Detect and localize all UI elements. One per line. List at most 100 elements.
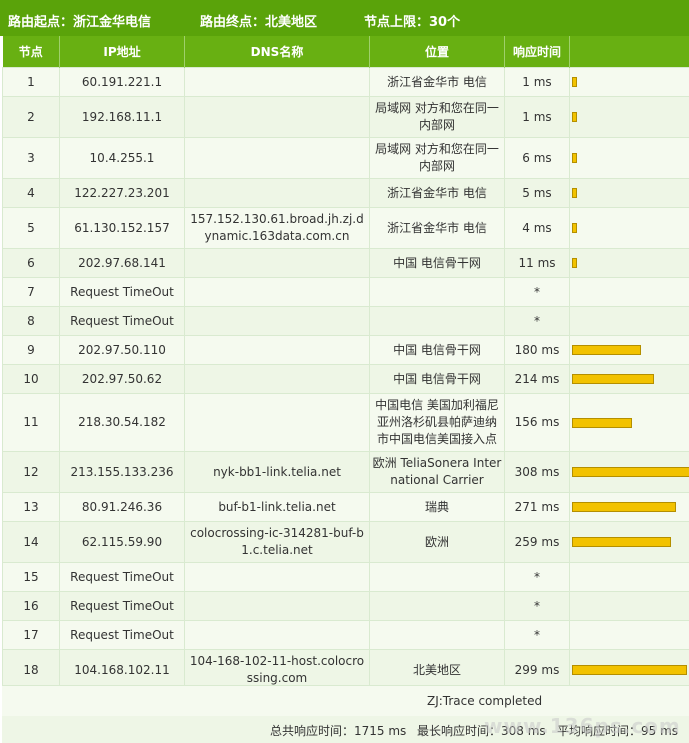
hop-time: 5 ms	[504, 178, 570, 208]
hop-bar-cell	[569, 620, 689, 650]
hop-node: 2	[2, 96, 60, 138]
hop-location: 北美地区	[369, 649, 505, 691]
hop-time: *	[504, 591, 570, 621]
hop-location: 中国 电信骨干网	[369, 364, 505, 394]
hop-time: 271 ms	[504, 492, 570, 522]
hop-ip: Request TimeOut	[59, 591, 185, 621]
hop-dns	[184, 393, 370, 452]
hop-bar-cell	[569, 335, 689, 365]
hop-location	[369, 591, 505, 621]
hop-dns: buf-b1-link.telia.net	[184, 492, 370, 522]
table-row: 5 61.130.152.157 157.152.130.61.broad.jh.z…	[2, 207, 689, 249]
response-time-bar	[572, 112, 577, 122]
hop-dns	[184, 620, 370, 650]
hop-time: 299 ms	[504, 649, 570, 691]
route-end: 路由终点：北美地区	[200, 15, 318, 30]
table-row: 8 Request TimeOut *	[2, 306, 689, 336]
hop-bar-cell	[569, 207, 689, 249]
hop-node: 3	[2, 137, 60, 179]
hop-location	[369, 562, 505, 592]
hop-dns	[184, 248, 370, 278]
table-row: 2 192.168.11.1 局域网 对方和您在同一内部网 1 ms	[2, 96, 689, 138]
hop-time: *	[504, 620, 570, 650]
response-time-bar	[572, 345, 641, 355]
header-node: 节点	[2, 36, 60, 68]
hop-bar-cell	[569, 67, 689, 97]
header-time: 响应时间	[504, 36, 570, 68]
hop-time: 1 ms	[504, 67, 570, 97]
hop-dns	[184, 306, 370, 336]
hop-dns	[184, 67, 370, 97]
hop-bar-cell	[569, 492, 689, 522]
hop-bar-cell	[569, 521, 689, 563]
table-row: 4 122.227.23.201 浙江省金华市 电信 5 ms	[2, 178, 689, 208]
hop-dns: colocrossing-ic-314281-buf-b1.c.telia.ne…	[184, 521, 370, 563]
hop-time: 11 ms	[504, 248, 570, 278]
max-time: 最长响应时间：308 ms	[417, 724, 546, 738]
hop-list: 1 60.191.221.1 浙江省金华市 电信 1 ms 2 192.168.11.1 局…	[2, 67, 689, 691]
table-row: 12 213.155.133.236 nyk-bb1-link.telia.net 欧…	[2, 451, 689, 493]
response-time-bar	[572, 665, 687, 675]
header-dns: DNS名称	[184, 36, 370, 68]
response-time-bar	[572, 537, 671, 547]
hop-node: 15	[2, 562, 60, 592]
response-time-bar	[572, 153, 577, 163]
response-time-bar	[572, 467, 689, 477]
hop-node: 7	[2, 277, 60, 307]
hop-bar-cell	[569, 96, 689, 138]
hop-dns: 157.152.130.61.broad.jh.zj.dynamic.163da…	[184, 207, 370, 249]
hop-bar-cell	[569, 248, 689, 278]
trace-complete-text: ZJ:Trace completed	[427, 694, 543, 708]
hop-location: 浙江省金华市 电信	[369, 178, 505, 208]
hop-time: *	[504, 277, 570, 307]
hop-time: 156 ms	[504, 393, 570, 452]
response-time-bar	[572, 417, 632, 428]
hop-node: 12	[2, 451, 60, 493]
hop-ip: 192.168.11.1	[59, 96, 185, 138]
hop-node: 16	[2, 591, 60, 621]
table-row: 3 10.4.255.1 局域网 对方和您在同一内部网 6 ms	[2, 137, 689, 179]
hop-node: 6	[2, 248, 60, 278]
table-row: 18 104.168.102.11 104-168-102-11-host.colo…	[2, 649, 689, 691]
table-row: 11 218.30.54.182 中国电信 美国加利福尼亚州洛杉矶县帕萨迪纳市中国电…	[2, 393, 689, 452]
hop-location: 局域网 对方和您在同一内部网	[369, 137, 505, 179]
hop-dns	[184, 591, 370, 621]
hop-bar-cell	[569, 137, 689, 179]
hop-ip: 10.4.255.1	[59, 137, 185, 179]
watermark: www.136ps.com	[484, 714, 681, 738]
hop-node: 10	[2, 364, 60, 394]
hop-location	[369, 306, 505, 336]
hop-ip: 122.227.23.201	[59, 178, 185, 208]
response-time-bar	[572, 188, 577, 198]
hop-time: 4 ms	[504, 207, 570, 249]
hop-ip: Request TimeOut	[59, 562, 185, 592]
hop-location: 中国 电信骨干网	[369, 335, 505, 365]
trace-table: 节点 IP地址 DNS名称 位置 响应时间 1 60.191.221.1 浙江省金华…	[2, 36, 689, 691]
hop-ip: 60.191.221.1	[59, 67, 185, 97]
hop-node: 18	[2, 649, 60, 691]
hop-time: 214 ms	[504, 364, 570, 394]
summary-row: 总共响应时间：1715 ms 最长响应时间：308 ms 平均响应时间：95 m…	[2, 716, 689, 743]
hop-node: 4	[2, 178, 60, 208]
hop-ip: Request TimeOut	[59, 306, 185, 336]
hop-dns	[184, 277, 370, 307]
table-row: 10 202.97.50.62 中国 电信骨干网 214 ms	[2, 364, 689, 394]
route-header: 路由起点：浙江金华电信 路由终点：北美地区 节点上限：30个	[0, 0, 689, 36]
hop-location: 欧洲	[369, 521, 505, 563]
hop-location: 中国 电信骨干网	[369, 248, 505, 278]
hop-dns	[184, 137, 370, 179]
hop-ip: 61.130.152.157	[59, 207, 185, 249]
table-row: 13 80.91.246.36 buf-b1-link.telia.net 瑞典 271…	[2, 492, 689, 522]
hop-bar-cell	[569, 451, 689, 493]
hop-bar-cell	[569, 364, 689, 394]
hop-node: 9	[2, 335, 60, 365]
table-row: 1 60.191.221.1 浙江省金华市 电信 1 ms	[2, 67, 689, 97]
avg-time: 平均响应时间：95 ms	[557, 724, 679, 738]
table-row: 14 62.115.59.90 colocrossing-ic-314281-buf…	[2, 521, 689, 563]
hop-location: 浙江省金华市 电信	[369, 207, 505, 249]
hop-node: 17	[2, 620, 60, 650]
header-location: 位置	[369, 36, 505, 68]
hop-location: 中国电信 美国加利福尼亚州洛杉矶县帕萨迪纳市中国电信美国接入点	[369, 393, 505, 452]
hop-bar-cell	[569, 562, 689, 592]
hop-dns	[184, 96, 370, 138]
